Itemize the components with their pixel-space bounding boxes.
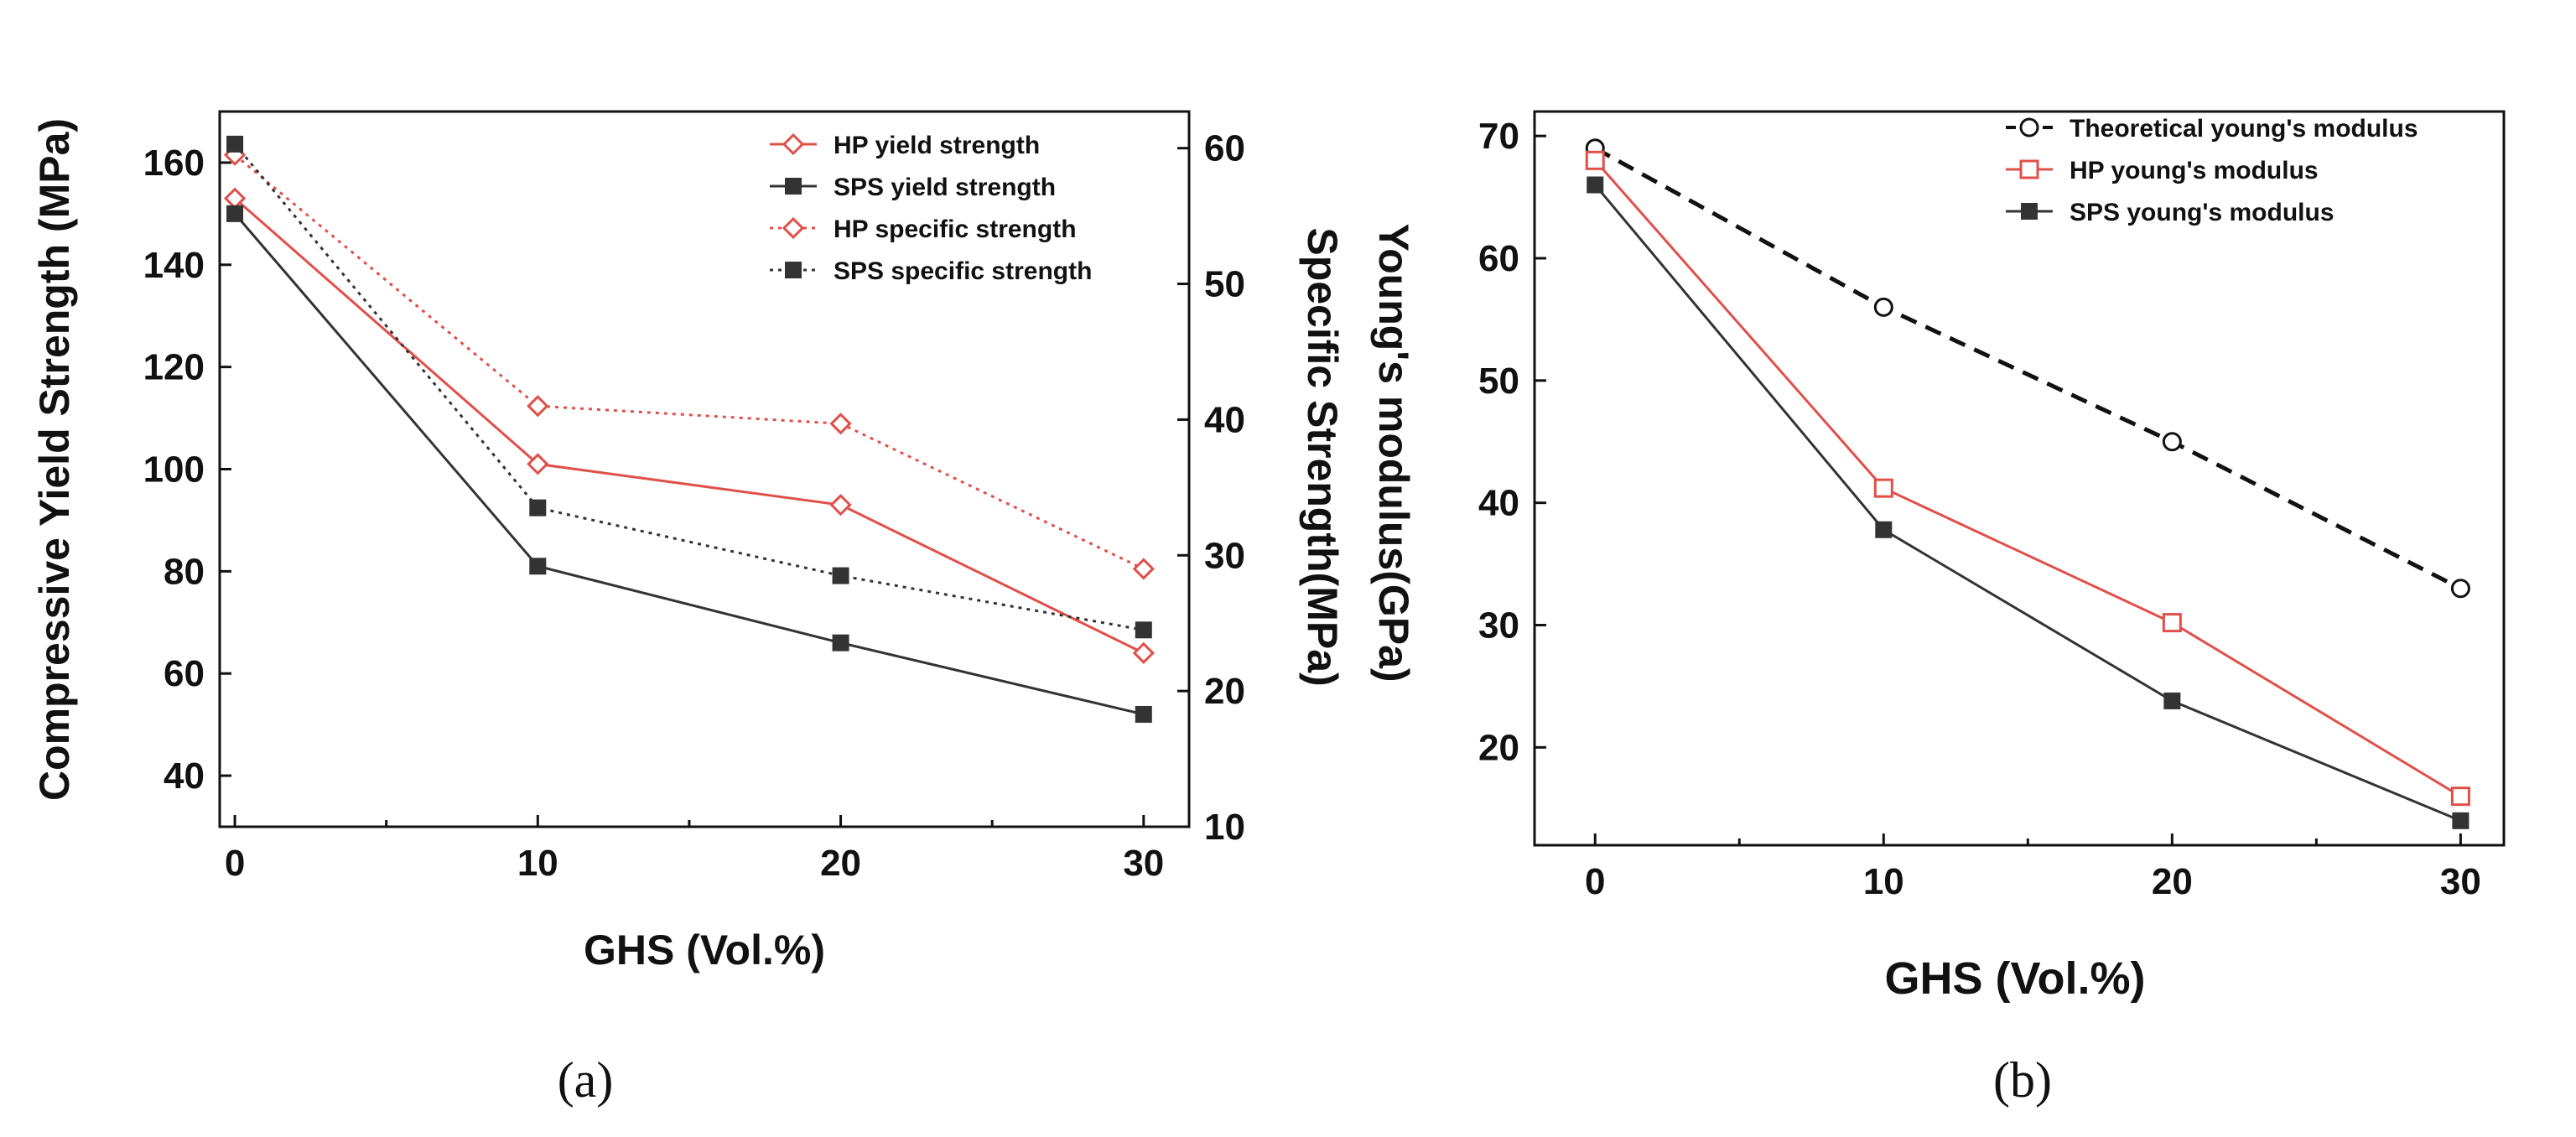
x-axis-ticks-a: 0 10 20 30 bbox=[225, 815, 1164, 884]
legend-label: HP young's modulus bbox=[2070, 157, 2319, 184]
x-axis-title-b: GHS (Vol.%) bbox=[1884, 953, 2145, 1004]
series-line bbox=[234, 197, 1145, 655]
data-point bbox=[1135, 621, 1152, 639]
y2-tick-label: 50 bbox=[1204, 264, 1245, 305]
x-tick-label: 10 bbox=[517, 843, 558, 884]
y-tick-label: 120 bbox=[143, 347, 205, 388]
y2-tick-label: 20 bbox=[1204, 671, 1245, 712]
series-line bbox=[233, 212, 1145, 716]
x-tick-label: 20 bbox=[820, 843, 861, 884]
series-line bbox=[234, 153, 1145, 570]
series-group-a bbox=[223, 135, 1155, 723]
y-tick-label: 80 bbox=[164, 551, 205, 592]
x-tick-label: 10 bbox=[1863, 861, 1904, 902]
legend-swatch-marker bbox=[2019, 117, 2039, 138]
y-tick-label: 160 bbox=[143, 143, 205, 184]
data-point bbox=[2450, 787, 2470, 807]
y-axis-ticks-b: 20 30 40 50 60 70 bbox=[1478, 116, 1546, 768]
data-point bbox=[2163, 692, 2181, 709]
panel-label-a: (a) bbox=[558, 1052, 614, 1108]
data-point bbox=[529, 558, 547, 575]
data-point bbox=[1875, 521, 1893, 538]
data-point bbox=[529, 499, 547, 517]
panel-label-b: (b) bbox=[1993, 1052, 2052, 1108]
legend-swatch-marker bbox=[785, 178, 802, 195]
y2-axis-ticks-a: 10 20 30 40 50 60 bbox=[1177, 128, 1245, 848]
y-tick-label: 40 bbox=[1478, 483, 1519, 524]
legend-swatch-marker bbox=[2021, 203, 2038, 220]
y-axis-ticks-a: 40 60 80 100 120 140 160 bbox=[143, 143, 231, 797]
y2-tick-label: 30 bbox=[1204, 535, 1245, 576]
data-point bbox=[832, 634, 849, 652]
x-tick-label: 20 bbox=[2152, 861, 2193, 902]
legend-swatch-marker bbox=[785, 262, 802, 278]
data-point bbox=[1585, 150, 1605, 170]
y-tick-label: 60 bbox=[1478, 238, 1519, 279]
y-tick-label: 30 bbox=[1478, 605, 1519, 646]
data-point bbox=[2162, 613, 2182, 633]
legend-swatch-marker bbox=[782, 132, 805, 156]
y-axis-title-b: Young's modulus(GPa) bbox=[1370, 223, 1417, 682]
y2-tick-label: 10 bbox=[1204, 807, 1245, 848]
legend-b: Theoretical young's modulus HP young's mo… bbox=[2006, 115, 2418, 226]
data-point bbox=[1135, 705, 1152, 723]
data-point bbox=[829, 413, 852, 435]
y-tick-label: 60 bbox=[164, 653, 205, 694]
x-axis-ticks-b: 0 10 20 30 bbox=[1585, 833, 2481, 902]
x-tick-label: 0 bbox=[1585, 861, 1605, 902]
series-line bbox=[1594, 184, 2461, 823]
series-line bbox=[1594, 146, 2462, 590]
series-line bbox=[1594, 159, 2462, 797]
data-point bbox=[1132, 558, 1155, 580]
data-point bbox=[1587, 176, 1604, 194]
data-point bbox=[1873, 478, 1893, 498]
data-point bbox=[2452, 812, 2470, 829]
y-tick-label: 70 bbox=[1478, 116, 1519, 157]
y-axis-title-a: Compressive Yield Strength (MPa) bbox=[31, 118, 78, 801]
series-line bbox=[233, 143, 1145, 631]
legend-label: SPS yield strength bbox=[834, 174, 1056, 201]
legend-label: HP yield strength bbox=[834, 132, 1040, 159]
y-tick-label: 40 bbox=[164, 755, 205, 797]
data-point bbox=[226, 135, 244, 153]
x-tick-label: 30 bbox=[1123, 843, 1164, 884]
y2-tick-label: 40 bbox=[1204, 399, 1245, 440]
plot-frame-b bbox=[1533, 110, 2506, 847]
data-point bbox=[527, 453, 549, 475]
y2-tick-label: 60 bbox=[1204, 128, 1245, 169]
y-tick-label: 100 bbox=[143, 449, 205, 491]
x-tick-label: 30 bbox=[2440, 861, 2481, 902]
y-tick-label: 50 bbox=[1478, 361, 1519, 402]
data-point bbox=[226, 205, 244, 222]
legend-a: HP yield strength SPS yield strength HP sp… bbox=[770, 132, 1092, 285]
y-tick-label: 20 bbox=[1478, 727, 1519, 768]
legend-swatch-marker bbox=[2019, 159, 2039, 179]
legend-label: SPS young's modulus bbox=[2070, 199, 2334, 226]
data-point bbox=[527, 395, 549, 418]
data-point bbox=[2162, 432, 2182, 452]
y2-axis-title-a: Specific Strength(MPa) bbox=[1299, 227, 1346, 686]
series-group-b bbox=[1585, 138, 2470, 829]
legend-swatch-marker bbox=[782, 216, 805, 240]
y-tick-label: 140 bbox=[143, 245, 205, 286]
data-point bbox=[1873, 297, 1893, 317]
data-point bbox=[1132, 641, 1155, 664]
legend-label: SPS specific strength bbox=[834, 257, 1092, 285]
data-point bbox=[832, 567, 849, 584]
chart-panel-b: 0 10 20 30 20 30 40 50 60 70 Theoretical young's… bbox=[1370, 110, 2506, 1108]
legend-label: Theoretical young's modulus bbox=[2070, 115, 2418, 143]
data-point bbox=[829, 494, 852, 517]
x-tick-label: 0 bbox=[225, 843, 245, 884]
legend-label: HP specific strength bbox=[834, 215, 1077, 243]
data-point bbox=[2450, 579, 2470, 599]
x-axis-title-a: GHS (Vol.%) bbox=[584, 927, 825, 973]
